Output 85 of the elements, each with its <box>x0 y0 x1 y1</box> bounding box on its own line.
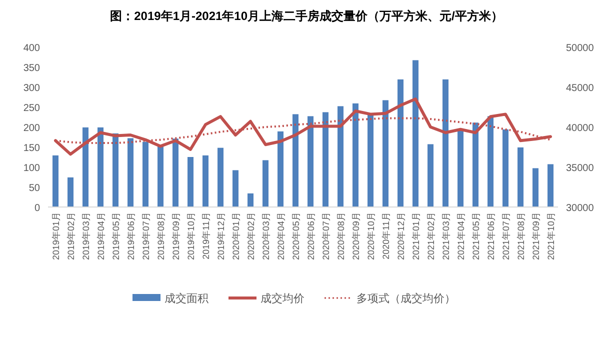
y-tick-label: 100 <box>23 163 40 174</box>
y2-tick-label: 30000 <box>566 203 594 214</box>
y2-tick-label: 45000 <box>566 83 594 94</box>
x-tick-label: 2020年07月 <box>321 212 331 260</box>
x-tick-label: 2019年03月 <box>81 212 91 260</box>
x-tick-label: 2019年05月 <box>111 212 121 260</box>
bar <box>98 127 104 207</box>
bar <box>502 129 508 207</box>
x-tick-label: 2021年03月 <box>441 212 451 260</box>
x-tick-label: 2021年10月 <box>546 212 556 260</box>
bar <box>352 103 358 207</box>
bar <box>188 157 194 207</box>
x-tick-label: 2019年04月 <box>96 212 106 260</box>
x-tick-label: 2020年11月 <box>381 212 391 260</box>
bar <box>412 60 418 207</box>
x-tick-label: 2020年12月 <box>396 212 406 260</box>
x-tick-label: 2021年01月 <box>411 212 421 260</box>
x-tick-label: 2021年04月 <box>456 212 466 260</box>
bar <box>292 114 298 207</box>
x-tick-label: 2020年05月 <box>291 212 301 260</box>
y-tick-label: 0 <box>34 203 40 214</box>
bar <box>68 177 74 207</box>
x-tick-label: 2020年10月 <box>366 212 376 260</box>
x-tick-label: 2019年12月 <box>216 212 226 260</box>
legend-label: 成交均价 <box>260 292 304 305</box>
bar <box>338 106 344 207</box>
y2-tick-label: 40000 <box>566 123 594 134</box>
bar <box>142 142 148 207</box>
bar <box>202 155 208 207</box>
bar <box>368 114 374 207</box>
bar <box>262 160 268 207</box>
bar <box>322 112 328 207</box>
bar <box>248 193 254 207</box>
bar <box>308 116 314 207</box>
y2-tick-label: 35000 <box>566 163 594 174</box>
x-tick-label: 2019年10月 <box>186 212 196 260</box>
y-tick-label: 300 <box>23 83 40 94</box>
y2-tick-label: 50000 <box>566 43 594 54</box>
bar <box>82 127 88 207</box>
x-tick-label: 2019年02月 <box>66 212 76 260</box>
bar <box>488 116 494 207</box>
x-tick-label: 2020年08月 <box>336 212 346 260</box>
x-tick-label: 2020年09月 <box>351 212 361 260</box>
chart-title: 图：2019年1月-2021年10月上海二手房成交量价（万平方米、元/平方米） <box>110 9 503 23</box>
x-tick-label: 2021年06月 <box>486 212 496 260</box>
x-tick-label: 2021年09月 <box>531 212 541 260</box>
bar <box>472 122 478 207</box>
bar <box>442 79 448 207</box>
bar <box>518 147 524 207</box>
y-tick-label: 400 <box>23 43 40 54</box>
bar <box>218 148 224 207</box>
x-tick-label: 2019年09月 <box>171 212 181 260</box>
x-tick-label: 2019年06月 <box>126 212 136 260</box>
y-tick-label: 50 <box>28 183 40 194</box>
bar <box>278 131 284 207</box>
bar <box>232 170 238 207</box>
y-tick-label: 350 <box>23 63 40 74</box>
x-tick-label: 2021年08月 <box>516 212 526 260</box>
y-tick-label: 250 <box>23 103 40 114</box>
legend-label: 成交面积 <box>164 292 208 305</box>
bar <box>398 79 404 207</box>
x-tick-label: 2019年01月 <box>51 212 61 260</box>
bar <box>532 168 538 207</box>
bar <box>382 100 388 207</box>
x-tick-label: 2021年07月 <box>501 212 511 260</box>
x-tick-label: 2019年11月 <box>201 212 211 260</box>
bar <box>548 164 554 207</box>
x-tick-label: 2020年01月 <box>231 212 241 260</box>
legend-label: 多项式（成交均价） <box>356 292 456 305</box>
x-tick-label: 2019年08月 <box>156 212 166 260</box>
x-tick-label: 2020年06月 <box>306 212 316 260</box>
x-tick-label: 2021年05月 <box>471 212 481 260</box>
x-tick-label: 2020年03月 <box>261 212 271 260</box>
bar <box>428 144 434 207</box>
x-tick-label: 2019年07月 <box>141 212 151 260</box>
bar <box>128 138 134 207</box>
x-tick-label: 2020年02月 <box>246 212 256 260</box>
x-tick-label: 2020年04月 <box>276 212 286 260</box>
bar <box>112 133 118 207</box>
y-tick-label: 150 <box>23 143 40 154</box>
x-tick-label: 2021年02月 <box>426 212 436 260</box>
y-tick-label: 200 <box>23 123 40 134</box>
bar <box>52 155 58 207</box>
bar <box>158 146 164 207</box>
bar <box>172 138 178 207</box>
